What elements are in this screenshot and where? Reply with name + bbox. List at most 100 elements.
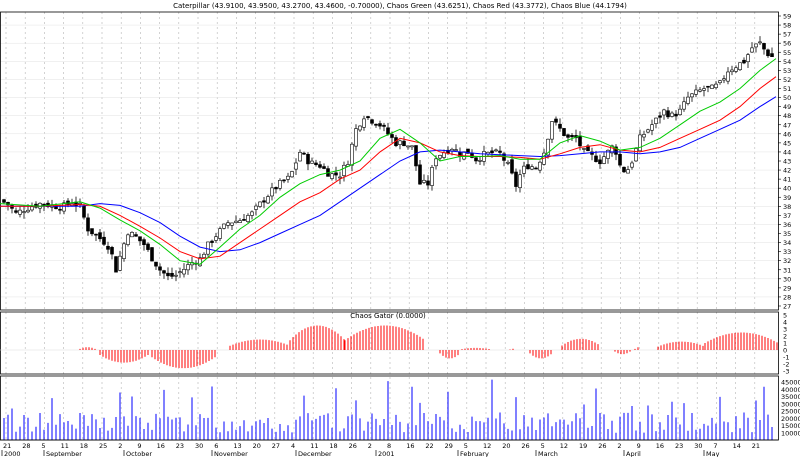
- candle-body: [514, 171, 518, 187]
- price-tick-label: 56: [783, 40, 791, 48]
- price-tick-label: 57: [783, 31, 791, 39]
- candle-body: [266, 196, 270, 204]
- volume-tick-label: 20000: [781, 415, 800, 423]
- price-tick-label: 30: [783, 275, 791, 283]
- candle-body: [154, 261, 158, 267]
- candle-body: [494, 149, 498, 152]
- price-tick-label: 47: [783, 121, 791, 129]
- candle-body: [270, 187, 274, 197]
- candle-body: [110, 247, 114, 255]
- x-tick-label: 23: [176, 442, 184, 450]
- candle-body: [530, 166, 534, 170]
- candle-body: [250, 211, 254, 216]
- x-tick-label: 29: [445, 442, 453, 450]
- x-tick-label: 21: [3, 442, 11, 450]
- candle-body: [378, 123, 382, 127]
- candle-body: [418, 164, 422, 185]
- price-tick-label: 49: [783, 103, 791, 111]
- candle-body: [370, 119, 374, 124]
- candle-body: [334, 172, 338, 176]
- oscillator-tick-label: 0: [783, 347, 787, 355]
- candle-body: [730, 69, 734, 73]
- candle-body: [698, 89, 702, 92]
- candle-body: [146, 243, 150, 250]
- month-label: February: [460, 450, 489, 457]
- price-tick-label: 41: [783, 176, 791, 184]
- candle-body: [474, 157, 478, 162]
- candle-body: [650, 124, 654, 131]
- candle-body: [198, 257, 202, 267]
- chaos-blue-line: [0, 96, 777, 253]
- candle-body: [354, 128, 358, 147]
- candle-body: [662, 109, 666, 116]
- candle-body: [678, 108, 682, 116]
- candle-body: [258, 201, 262, 207]
- price-tick-label: 42: [783, 167, 791, 175]
- candle-body: [670, 112, 674, 117]
- x-tick-label: 4: [291, 442, 295, 450]
- candle-body: [710, 84, 714, 89]
- x-tick-label: 26: [598, 442, 606, 450]
- month-label: October: [126, 450, 152, 457]
- candle-body: [230, 222, 234, 226]
- candle-body: [510, 159, 514, 174]
- x-tick-label: 7: [713, 442, 717, 450]
- candle-body: [314, 162, 318, 166]
- candle-body: [630, 162, 634, 168]
- candle-body: [550, 121, 554, 140]
- candle-body: [570, 135, 574, 138]
- volume-panel: [0, 375, 779, 441]
- candle-body: [62, 202, 66, 212]
- candle-body: [658, 115, 662, 118]
- x-tick-label: 30: [694, 442, 702, 450]
- candle-body: [498, 150, 502, 153]
- candle-body: [214, 236, 218, 241]
- price-tick-label: 54: [783, 58, 791, 66]
- candle-body: [122, 243, 126, 259]
- candle-body: [150, 247, 154, 262]
- candle-body: [598, 159, 602, 165]
- price-tick-label: 36: [783, 221, 791, 229]
- candle-body: [178, 271, 182, 273]
- candle-body: [398, 140, 402, 145]
- oscillator-tick-label: 4: [783, 319, 787, 327]
- month-label: September: [46, 450, 82, 457]
- price-candles: [2, 36, 774, 282]
- candle-body: [722, 78, 726, 81]
- price-tick-label: 58: [783, 22, 791, 30]
- grid-lines: [0, 12, 778, 440]
- candle-body: [642, 134, 646, 138]
- candle-body: [518, 174, 522, 189]
- month-label: April: [626, 450, 641, 457]
- candle-body: [182, 268, 186, 275]
- price-tick-label: 44: [783, 148, 791, 156]
- candle-body: [118, 255, 122, 271]
- x-tick-label: 20: [253, 442, 261, 450]
- price-tick-label: 50: [783, 94, 791, 102]
- chaos-green-line: [0, 58, 777, 265]
- candle-body: [138, 236, 142, 242]
- candle-body: [578, 135, 582, 147]
- candle-body: [134, 234, 138, 237]
- candle-body: [526, 164, 530, 170]
- month-label: March: [538, 450, 558, 457]
- x-tick-label: 5: [464, 442, 468, 450]
- candle-body: [330, 173, 334, 179]
- axes-labels: 2728293031323334353637383940414243444546…: [0, 13, 800, 457]
- candle-body: [726, 71, 730, 82]
- candle-body: [158, 266, 162, 271]
- candle-body: [318, 164, 322, 168]
- candle-body: [202, 253, 206, 258]
- x-tick-label: 5: [41, 442, 45, 450]
- candle-body: [686, 96, 690, 104]
- candle-body: [426, 180, 430, 186]
- price-tick-label: 33: [783, 248, 791, 256]
- candle-body: [282, 179, 286, 182]
- candle-body: [102, 236, 106, 245]
- candle-body: [42, 203, 46, 206]
- candle-body: [746, 54, 750, 63]
- candle-body: [142, 239, 146, 246]
- candle-body: [286, 175, 290, 180]
- price-tick-label: 38: [783, 203, 791, 211]
- price-tick-label: 40: [783, 185, 791, 193]
